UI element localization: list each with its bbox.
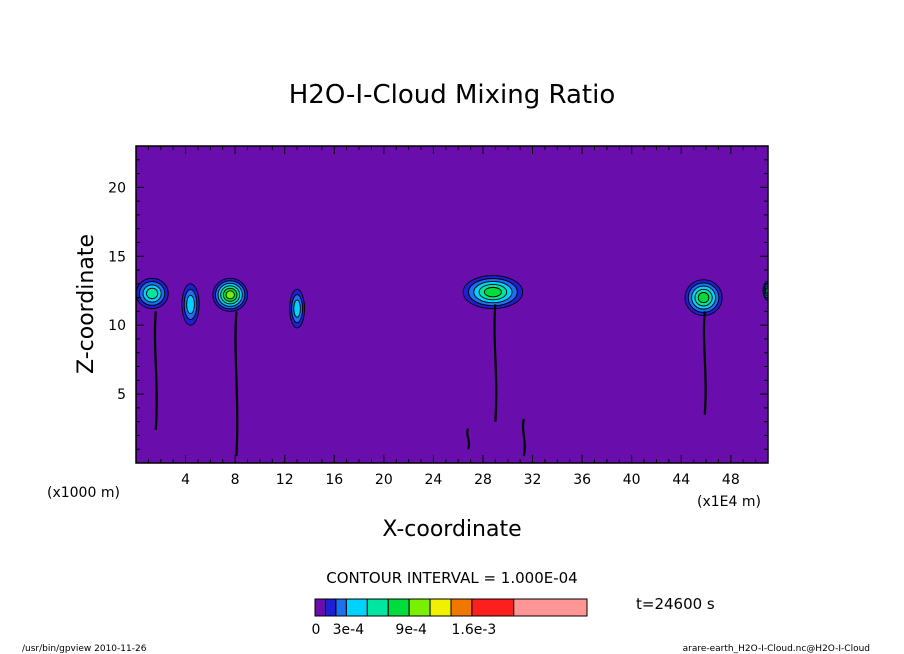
y-tick-label-15: 15: [108, 249, 126, 265]
time-label: t=24600 s: [636, 595, 715, 613]
colorbar-box-11: [513, 598, 588, 617]
colorbar-box-7: [408, 598, 431, 617]
x-tick-label-16: 16: [325, 472, 343, 488]
contour-field: [136, 275, 768, 457]
precip-stem-3: [493, 304, 498, 422]
y-tick-label-20: 20: [108, 180, 126, 196]
x-tick-label-28: 28: [474, 472, 492, 488]
cloud-6: [684, 279, 723, 316]
colorbar-box-3: [335, 598, 347, 617]
x-tick-label-12: 12: [276, 472, 294, 488]
x-tick-label-40: 40: [623, 472, 641, 488]
chart-title: H2O-I-Cloud Mixing Ratio: [289, 80, 616, 110]
cloud-2-level-3: [186, 294, 195, 315]
x-scale-note-left: (x1000 m): [47, 485, 120, 501]
colorbar-box-1: [314, 598, 326, 617]
cloud-2: [181, 283, 200, 326]
y-tick-label-5: 5: [117, 387, 126, 403]
colorbar-box-4: [345, 598, 368, 617]
precip-stem-1: [153, 311, 158, 430]
y-tick-label-10: 10: [108, 318, 126, 334]
cloud-5: [462, 275, 524, 310]
cloud-1-level-4: [146, 287, 159, 300]
cloud-3: [212, 277, 248, 312]
x-tick-label-8: 8: [231, 472, 240, 488]
plot-frame: [135, 145, 769, 464]
cloud-5-level-5: [483, 286, 502, 298]
cloud-4-level-3: [293, 299, 301, 318]
colorbar-box-5: [366, 598, 389, 617]
colorbar-box-9: [450, 598, 473, 617]
colorbar-label-2: 3e-4: [333, 622, 365, 638]
cloud-1: [136, 277, 169, 310]
footer-right: arare-earth_H2O-I-Cloud.nc@H2O-I-Cloud: [683, 644, 870, 654]
colorbar-box-2: [324, 598, 337, 617]
colorbar-label-3: 9e-4: [395, 622, 427, 638]
x-tick-label-48: 48: [722, 472, 740, 488]
colorbar: 0 3e-4 9e-4 1.6e-3: [312, 598, 588, 638]
colorbar-label-1: 0: [312, 622, 321, 638]
footer-left: /usr/bin/gpview 2010-11-26: [22, 644, 147, 654]
x-tick-label-32: 32: [524, 472, 542, 488]
precip-stem-2: [234, 311, 239, 457]
cloud-6-level-5: [697, 292, 710, 304]
colorbar-box-6: [387, 598, 410, 617]
colorbar-box-8: [429, 598, 452, 617]
x-tick-label-4: 4: [181, 472, 190, 488]
precip-stem-6: [466, 428, 471, 450]
cloud-4: [289, 288, 305, 329]
contour-interval-label: CONTOUR INTERVAL = 1.000E-04: [326, 569, 577, 587]
plot-area: [135, 145, 769, 464]
x-tick-label-24: 24: [424, 472, 442, 488]
x-axis-label: X-coordinate: [382, 517, 521, 542]
colorbar-box-10: [471, 598, 515, 617]
precip-stem-5: [521, 418, 526, 457]
cloud-3-level-6: [225, 290, 235, 300]
x-tick-label-44: 44: [672, 472, 690, 488]
x-tick-label-20: 20: [375, 472, 393, 488]
precip-stem-4: [702, 311, 707, 415]
x-scale-note-right: (x1E4 m): [697, 494, 761, 510]
colorbar-label-4: 1.6e-3: [452, 622, 497, 638]
x-tick-label-36: 36: [573, 472, 591, 488]
y-axis-label: Z-coordinate: [74, 234, 99, 374]
